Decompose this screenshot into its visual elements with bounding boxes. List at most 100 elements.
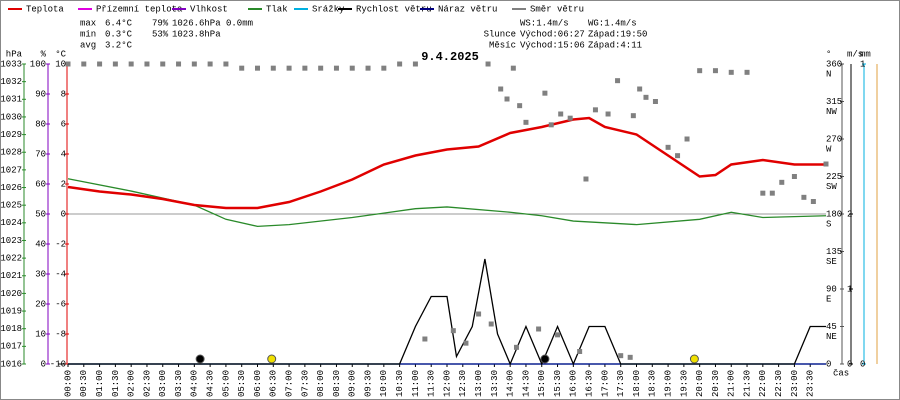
- x-tick-label: 20:00: [695, 370, 705, 397]
- compass-label: W: [826, 144, 832, 154]
- y-tick-label: -10: [50, 359, 66, 369]
- direction-point: [779, 179, 785, 185]
- direction-point: [592, 107, 598, 113]
- direction-point: [577, 349, 583, 354]
- y-tick-label: 270: [826, 134, 842, 144]
- x-tick-label: 21:00: [727, 370, 737, 397]
- moon-marker: [195, 354, 205, 364]
- x-tick-label: 15:00: [537, 370, 547, 397]
- y-tick-label: 1031: [0, 95, 22, 105]
- direction-point: [239, 65, 245, 71]
- x-tick-label: 18:30: [648, 370, 658, 397]
- direction-point: [504, 96, 510, 102]
- y-tick-label: 1025: [0, 201, 22, 211]
- y-tick-label: 8: [61, 89, 66, 99]
- compass-label: NE: [826, 332, 837, 342]
- y-tick-label: 90: [826, 284, 837, 294]
- x-tick-label: 03:00: [158, 370, 168, 397]
- x-tick-label: 14:30: [521, 370, 531, 397]
- legend-label: Přízemní teplota: [96, 4, 183, 14]
- stat-temperature: 0.3°C: [105, 29, 133, 39]
- direction-point: [555, 332, 561, 338]
- stat-temperature: 3.2°C: [105, 40, 133, 50]
- compass-label: S: [826, 219, 831, 229]
- direction-point: [712, 68, 718, 74]
- axis-unit: °C: [55, 49, 66, 59]
- axis-unit: hPa: [6, 49, 23, 59]
- direction-point: [523, 119, 529, 125]
- x-tick-label: 08:30: [332, 370, 342, 397]
- y-tick-label: 0: [61, 209, 66, 219]
- axis-unit: °: [826, 49, 831, 59]
- y-tick-label: 1033: [0, 59, 22, 69]
- x-tick-label: 10:00: [379, 370, 389, 397]
- y-tick-label: 10: [35, 329, 46, 339]
- direction-point: [318, 65, 324, 71]
- direction-point: [255, 65, 260, 71]
- y-tick-label: 0: [860, 359, 865, 369]
- chart-title: 9.4.2025: [421, 50, 479, 64]
- y-tick-label: 1: [847, 284, 852, 294]
- series-line: [67, 116, 826, 210]
- y-tick-label: 1024: [0, 218, 22, 228]
- direction-point: [605, 111, 611, 117]
- direction-point: [160, 61, 166, 67]
- y-tick-label: -6: [55, 299, 66, 309]
- direction-point: [349, 65, 355, 71]
- x-tick-label: 13:00: [474, 370, 484, 397]
- y-tick-label: 1026: [0, 183, 22, 193]
- moon-set: Západ:4:11: [588, 40, 642, 50]
- direction-point: [652, 99, 658, 104]
- sun-rise: Východ:06:27: [520, 29, 585, 39]
- compass-label: N: [826, 69, 831, 79]
- y-tick-label: 1028: [0, 148, 22, 158]
- x-tick-label: 11:30: [427, 370, 437, 397]
- y-tick-label: 360: [826, 59, 842, 69]
- x-axis-label: čas: [833, 368, 849, 378]
- stat-temperature: 6.4°C: [105, 18, 133, 28]
- y-tick-label: 0: [847, 359, 852, 369]
- y-tick-label: 30: [35, 269, 46, 279]
- y-tick-label: 0: [826, 359, 831, 369]
- direction-point: [769, 190, 775, 196]
- direction-point: [365, 65, 371, 71]
- y-tick-label: 50: [35, 209, 46, 219]
- x-tick-label: 09:30: [363, 370, 373, 397]
- direction-point: [112, 61, 118, 67]
- compass-label: E: [826, 294, 831, 304]
- x-tick-label: 18:00: [632, 370, 642, 397]
- x-tick-label: 16:00: [569, 370, 579, 397]
- y-tick-label: 1030: [0, 112, 22, 122]
- y-tick-label: 40: [35, 239, 46, 249]
- direction-point: [81, 61, 87, 67]
- y-tick-label: 1032: [0, 77, 22, 87]
- x-tick-label: 17:30: [616, 370, 626, 397]
- stat-pressure: 1026.6hPa: [172, 18, 221, 28]
- direction-point: [675, 153, 681, 159]
- y-tick-label: 1023: [0, 236, 22, 246]
- x-tick-label: 19:00: [663, 370, 673, 397]
- compass-label: SE: [826, 257, 837, 267]
- stat-humidity: 79%: [152, 18, 169, 28]
- direction-point: [397, 61, 403, 67]
- stat-label: avg: [80, 40, 96, 50]
- x-tick-label: 13:30: [490, 370, 500, 397]
- stat-pressure: 1023.8hPa: [172, 29, 221, 39]
- y-tick-label: 1022: [0, 253, 22, 263]
- direction-point: [65, 61, 71, 67]
- legend-label: Srážky: [312, 4, 345, 14]
- direction-point: [615, 78, 621, 84]
- legend-label: Vlhkost: [190, 4, 228, 14]
- x-tick-label: 03:30: [174, 370, 184, 397]
- direction-point: [97, 61, 103, 67]
- y-tick-label: 45: [826, 322, 837, 332]
- y-tick-label: 315: [826, 97, 842, 107]
- axis-unit: mm: [860, 49, 871, 59]
- sun-marker: [689, 354, 699, 364]
- legend-label: Rychlost větru: [356, 4, 432, 14]
- direction-point: [450, 328, 456, 334]
- legend-label: Náraz větru: [438, 4, 497, 14]
- series-line: [67, 178, 827, 228]
- x-tick-label: 17:00: [600, 370, 610, 397]
